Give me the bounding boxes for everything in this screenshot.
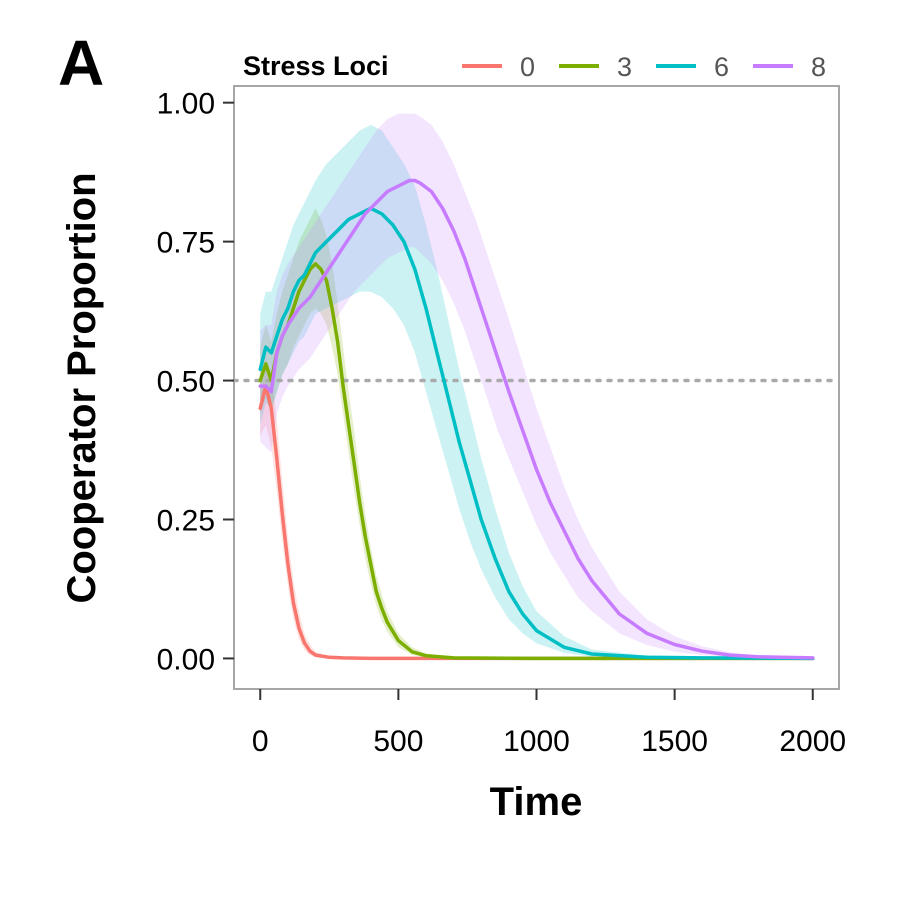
band-series-6: [260, 124, 813, 659]
series-lines: [258, 178, 815, 661]
legend-label-8: 8: [811, 52, 826, 82]
legend-items: 0 3 6 8: [462, 52, 826, 82]
y-tick-label: 0.75: [157, 227, 215, 260]
y-tick-label: 0.50: [157, 366, 215, 399]
y-axis: 0.00 0.25 0.50 0.75 1.00: [157, 88, 234, 676]
legend: Stress Loci 0 3 6 8: [243, 51, 826, 82]
line-series-0: [258, 384, 815, 661]
x-tick-label: 1000: [503, 725, 570, 758]
line-series-6: [258, 206, 815, 661]
legend-label-3: 3: [617, 52, 632, 82]
legend-label-0: 0: [520, 52, 535, 82]
y-tick-label: 0.00: [157, 643, 215, 676]
y-tick-label: 0.25: [157, 504, 215, 537]
line-series-8: [258, 178, 815, 660]
legend-label-6: 6: [714, 52, 729, 82]
x-axis-title: Time: [490, 780, 583, 824]
x-axis: 0 500 1000 1500 2000: [252, 689, 846, 758]
x-tick-label: 1500: [641, 725, 708, 758]
x-tick-label: 2000: [779, 725, 846, 758]
plot-area: [232, 85, 841, 690]
x-tick-label: 0: [252, 725, 269, 758]
panel-label: A: [58, 27, 104, 99]
y-axis-title: Cooperator Proportion: [60, 172, 104, 603]
legend-title: Stress Loci: [243, 51, 389, 81]
band-series-8: [260, 113, 813, 659]
y-tick-label: 1.00: [157, 88, 215, 121]
x-tick-label: 500: [373, 725, 423, 758]
